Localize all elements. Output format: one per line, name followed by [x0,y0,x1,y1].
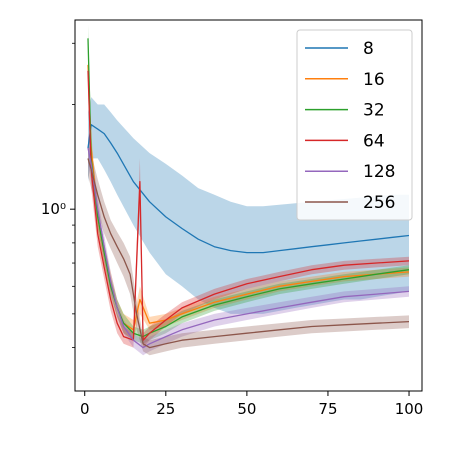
band-8 [88,97,409,314]
band-32 [88,24,409,344]
series-lines [87,38,410,349]
legend-label-64: 64 [363,131,385,151]
x-tick-label-0: 0 [80,400,90,418]
legend-label-8: 8 [363,39,374,59]
series-line-128 [87,147,410,349]
x-tick-label-50: 50 [237,400,256,418]
legend-label-32: 32 [363,101,385,121]
series-line-256 [87,158,410,349]
series-line-64 [87,70,410,341]
x-tick-label-100: 100 [395,400,424,418]
y-axis: 10⁰ [41,42,75,348]
x-tick-label-25: 25 [156,400,175,418]
legend: 8 16 32 64 128 256 [296,29,413,221]
band-16 [88,48,409,341]
x-tick-label-75: 75 [318,400,337,418]
series-line-8 [87,124,410,254]
legend-box [296,29,413,221]
legend-label-16: 16 [363,70,385,90]
plot-frame [74,19,423,392]
legend-label-128: 128 [363,162,395,182]
y-tick-label: 10⁰ [41,200,66,218]
legend-label-256: 256 [363,193,395,213]
x-axis: 0 25 50 75 100 [80,391,423,418]
